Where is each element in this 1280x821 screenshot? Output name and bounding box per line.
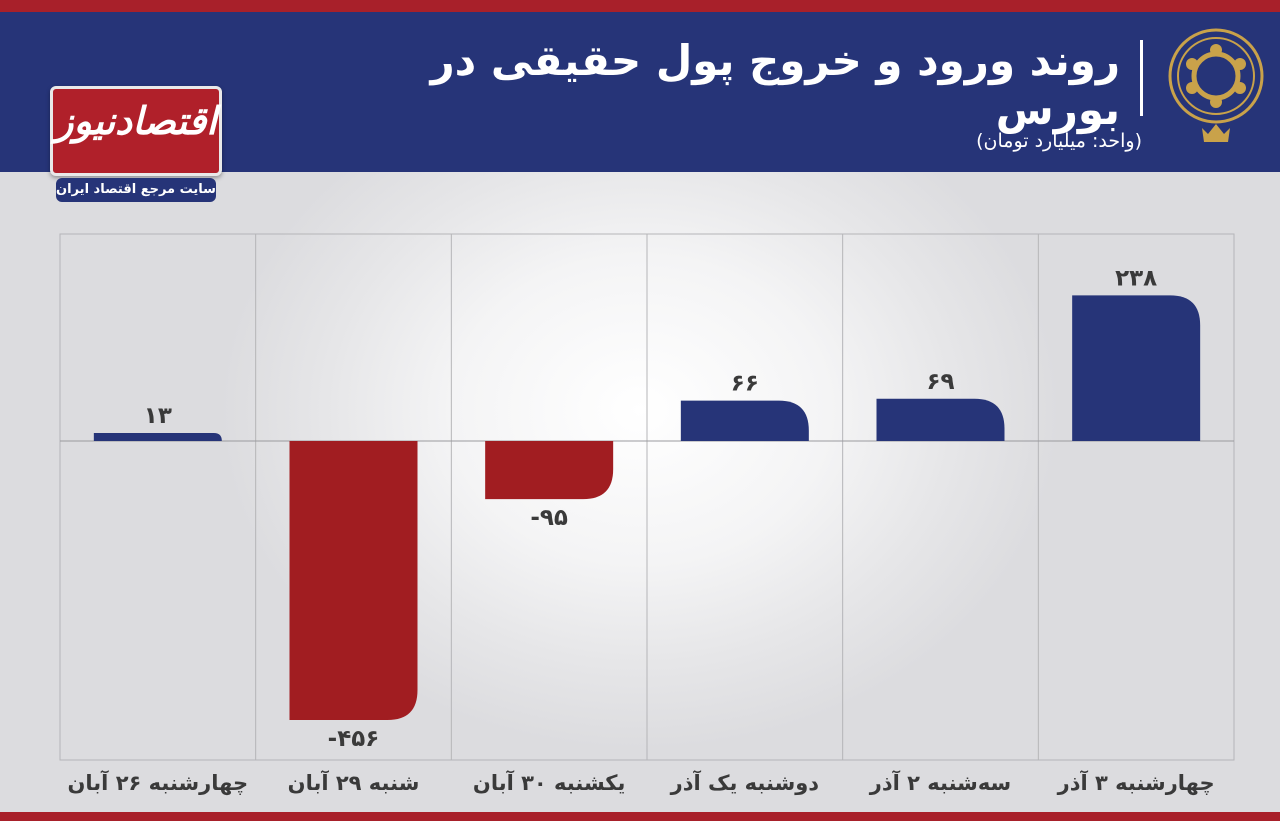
- data-label-3: ۶۶: [731, 371, 759, 397]
- x-tick-label-1: شنبه ۲۹ آبان: [288, 770, 420, 795]
- unit-label: (واحد: میلیارد تومان): [976, 130, 1142, 152]
- data-label-2: -۹۵: [530, 505, 568, 531]
- x-tick-label-3: دوشنبه یک آذر: [670, 770, 820, 795]
- top-stripe: [0, 0, 1280, 12]
- bar-5: [1072, 295, 1201, 441]
- title-divider: [1140, 40, 1143, 116]
- x-tick-label-2: یکشنبه ۳۰ آبان: [473, 770, 626, 795]
- bar-0: [93, 433, 222, 441]
- data-label-5: ۲۳۸: [1115, 265, 1157, 291]
- data-label-1: -۴۵۶: [328, 726, 380, 752]
- data-label-0: ۱۳: [144, 403, 172, 429]
- site-logo[interactable]: اقتصادنیوز: [50, 86, 222, 176]
- bar-1: [289, 441, 418, 720]
- x-tick-label-4: سه‌شنبه ۲ آذر: [869, 770, 1011, 795]
- x-tick-label-0: چهارشنبه ۲۶ آبان: [67, 770, 248, 795]
- data-label-4: ۶۹: [926, 369, 954, 395]
- bar-4: [876, 398, 1005, 441]
- chart-title: روند ورود و خروج پول حقیقی در بورس: [430, 36, 1120, 134]
- bar-3: [680, 400, 809, 441]
- bar-2: [485, 441, 614, 500]
- x-tick-label-5: چهارشنبه ۳ آذر: [1057, 770, 1215, 795]
- exchange-emblem-icon: [1168, 28, 1264, 142]
- logo-wordmark: اقتصادنیوز: [55, 99, 217, 143]
- logo-tagline: سایت مرجع اقتصاد ایران: [56, 178, 216, 202]
- bottom-stripe: [0, 812, 1280, 821]
